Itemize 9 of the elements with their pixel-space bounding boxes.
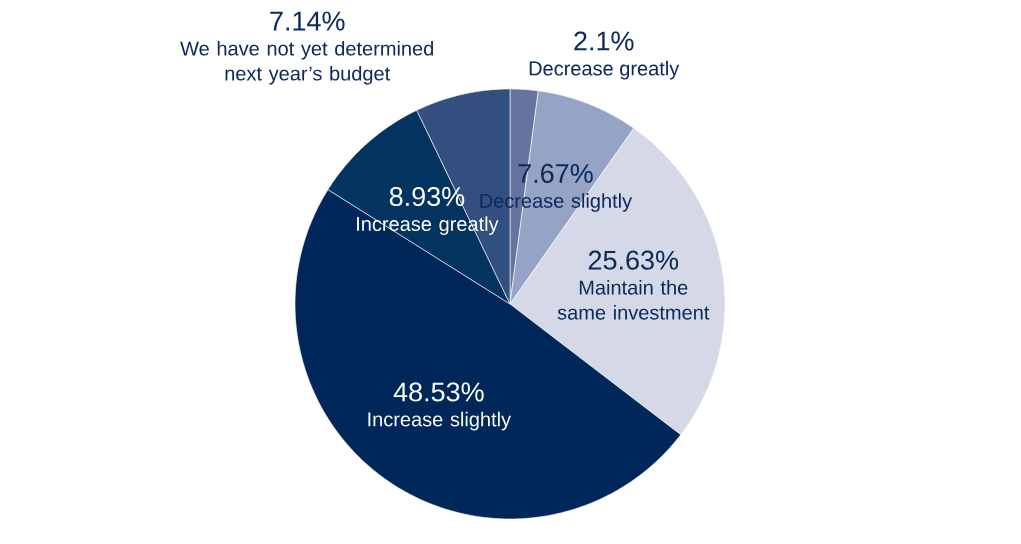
data-label: 7.67% <box>518 163 593 183</box>
slice-label: Decrease greatly <box>529 60 680 80</box>
data-label: 48.53% <box>393 382 484 402</box>
data-label: 2.1% <box>574 31 634 51</box>
data-label: 25.63% <box>588 250 679 270</box>
slice-label: Increase slightly <box>368 411 512 431</box>
slice-label: We have not yet determined next year’s budget <box>180 40 434 85</box>
slice-label: Maintain the same investment <box>557 279 710 320</box>
data-label: 7.14% <box>270 11 345 31</box>
